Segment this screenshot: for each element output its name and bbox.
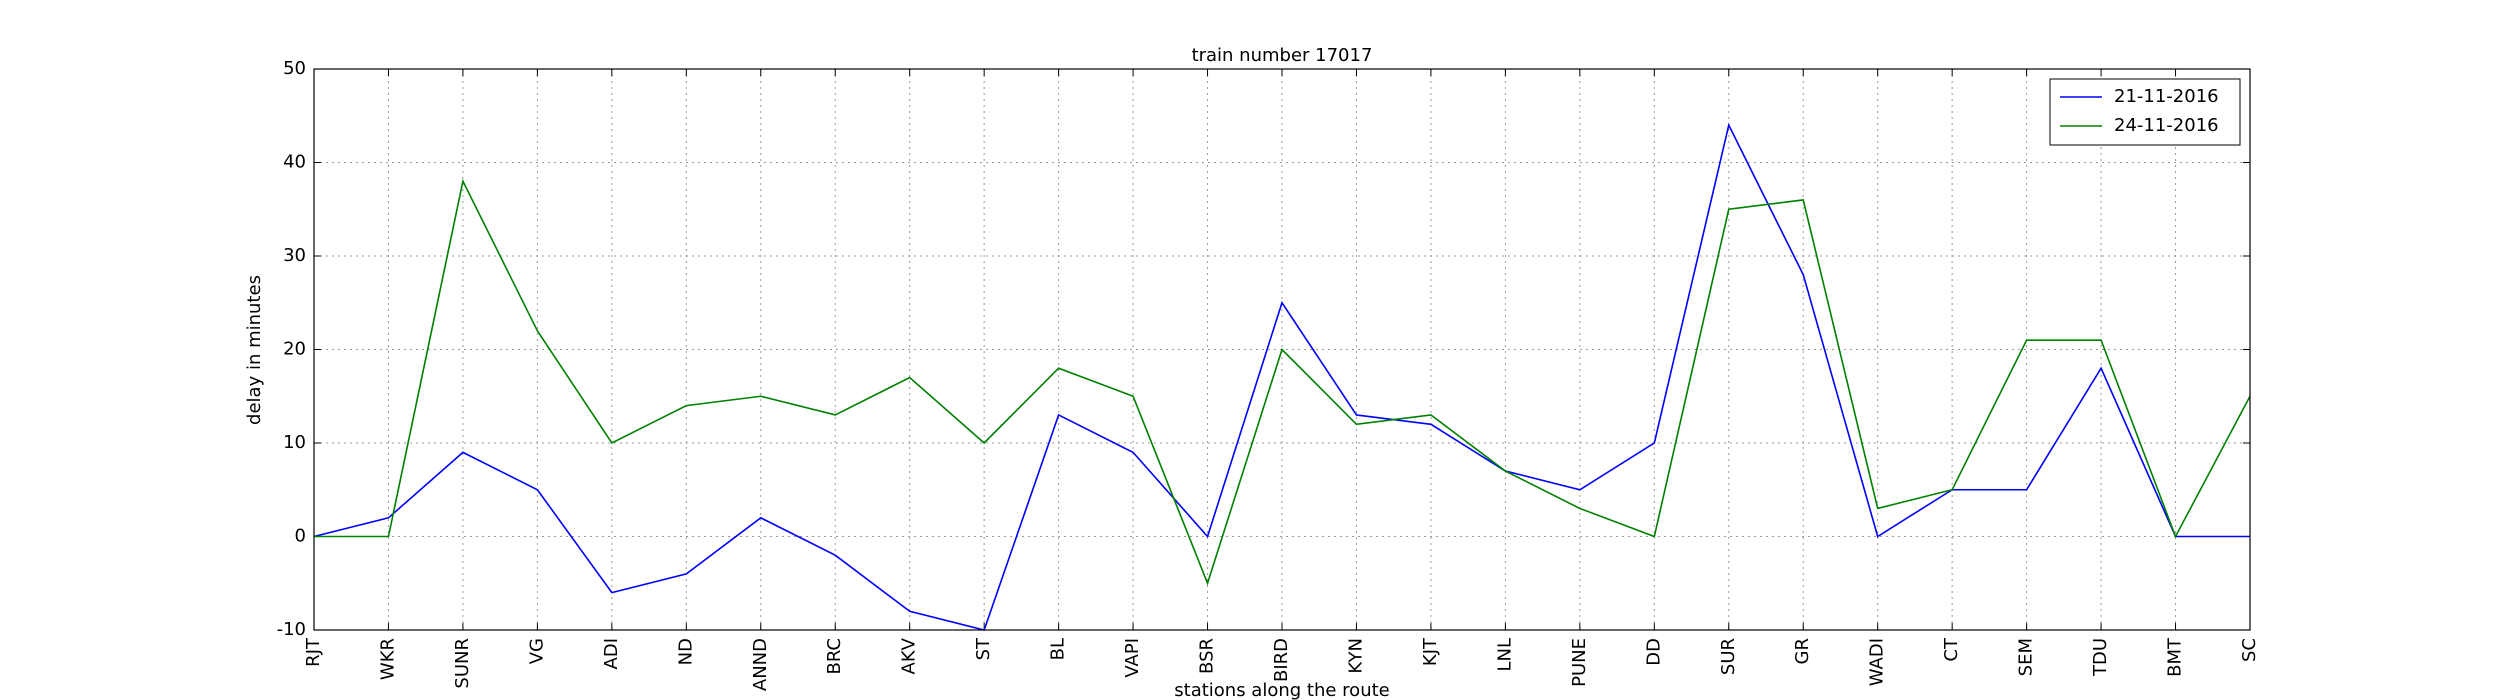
y-tick-label: 10 bbox=[283, 432, 306, 453]
legend-label: 21-11-2016 bbox=[2114, 86, 2219, 107]
x-tick-label: BL bbox=[1048, 638, 1069, 660]
x-tick-label: LNL bbox=[1494, 638, 1515, 672]
x-tick-label: SUNR bbox=[452, 638, 473, 689]
x-tick-label: BIRD bbox=[1271, 638, 1292, 682]
x-tick-label: CT bbox=[1941, 637, 1962, 662]
x-tick-label: TDU bbox=[2090, 638, 2111, 677]
plot-frame bbox=[313, 68, 2251, 631]
x-tick-label: BRC bbox=[824, 638, 845, 675]
y-tick-label: 0 bbox=[295, 526, 306, 547]
x-tick-label: ANND bbox=[750, 638, 771, 691]
x-tick-label: VAPI bbox=[1122, 638, 1143, 678]
y-tick-label: 20 bbox=[283, 339, 306, 360]
x-tick-label: VG bbox=[526, 638, 547, 664]
y-tick-label: -10 bbox=[277, 619, 306, 640]
legend-box bbox=[2049, 78, 2241, 146]
data-line bbox=[314, 178, 2251, 586]
y-axis-label: delay in minutes bbox=[244, 275, 265, 425]
y-tick-label: 50 bbox=[283, 58, 306, 79]
x-tick-label: WKR bbox=[377, 638, 398, 680]
y-tick-label: 40 bbox=[283, 152, 306, 173]
x-tick-label: SC bbox=[2239, 638, 2260, 662]
x-tick-label: KYN bbox=[1345, 638, 1366, 674]
x-tick-label: GR bbox=[1792, 638, 1813, 664]
legend-label: 24-11-2016 bbox=[2114, 115, 2219, 136]
x-tick-label: RJT bbox=[303, 637, 324, 667]
x-tick-label: BSR bbox=[1197, 638, 1218, 674]
x-tick-label: WADI bbox=[1867, 638, 1888, 686]
chart-title: train number 17017 bbox=[1192, 45, 1373, 66]
x-tick-label: ND bbox=[675, 638, 696, 665]
y-tick-label: 30 bbox=[283, 245, 306, 266]
x-tick-label: KJT bbox=[1420, 637, 1441, 666]
x-tick-label: BMT bbox=[2165, 637, 2186, 677]
x-axis-label: stations along the route bbox=[1174, 680, 1389, 700]
x-tick-label: SEM bbox=[2016, 638, 2037, 676]
data-line bbox=[313, 122, 2250, 631]
x-tick-label: DD bbox=[1643, 638, 1664, 666]
x-tick-label: AKV bbox=[899, 637, 920, 674]
x-tick-label: ADI bbox=[601, 638, 622, 669]
x-tick-label: SUR bbox=[1718, 638, 1739, 675]
x-tick-label: PUNE bbox=[1569, 638, 1590, 687]
x-tick-label: ST bbox=[973, 637, 994, 660]
